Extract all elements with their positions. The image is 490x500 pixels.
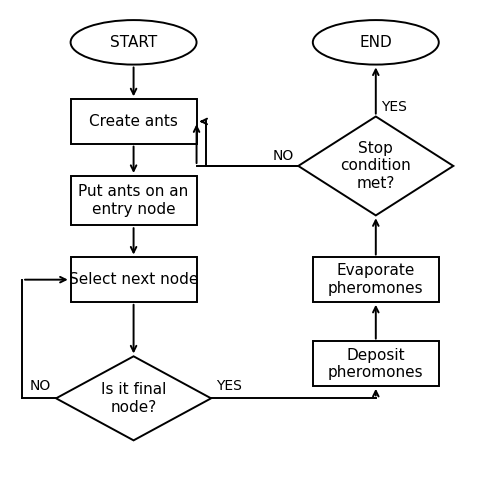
Text: Deposit
pheromones: Deposit pheromones	[328, 348, 424, 380]
Text: Stop
condition
met?: Stop condition met?	[341, 141, 411, 191]
Text: START: START	[110, 35, 157, 50]
Bar	[313, 258, 439, 302]
Text: NO: NO	[272, 150, 294, 164]
Text: Create ants: Create ants	[89, 114, 178, 129]
Text: END: END	[360, 35, 392, 50]
Bar	[313, 342, 439, 386]
Text: Put ants on an
entry node: Put ants on an entry node	[78, 184, 189, 217]
Bar	[71, 99, 196, 144]
Text: Select next node: Select next node	[69, 272, 198, 287]
Text: YES: YES	[216, 380, 242, 394]
Bar	[71, 258, 196, 302]
Text: YES: YES	[381, 100, 407, 114]
Text: Is it final
node?: Is it final node?	[101, 382, 166, 414]
Bar	[71, 176, 196, 226]
Text: Evaporate
pheromones: Evaporate pheromones	[328, 264, 424, 296]
Text: NO: NO	[30, 380, 51, 394]
